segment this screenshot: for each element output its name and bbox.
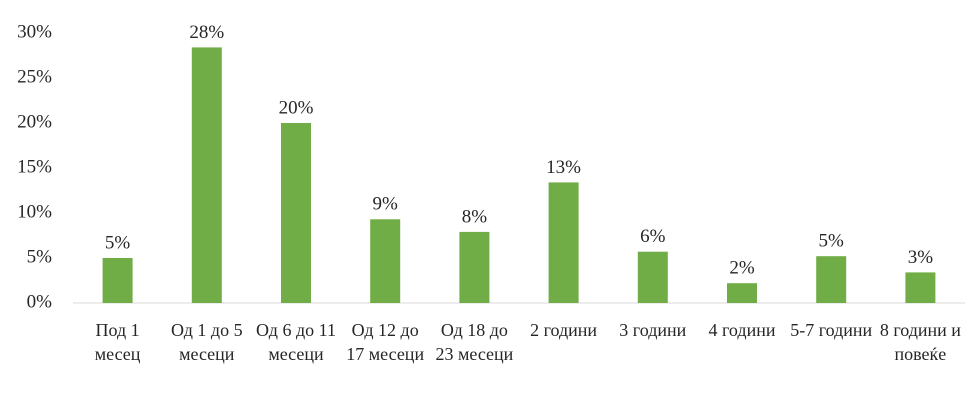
bar [370, 219, 401, 303]
bar [905, 272, 936, 303]
y-tick-label: 5% [27, 246, 53, 267]
data-label: 13% [546, 157, 581, 178]
data-label: 3% [908, 247, 934, 268]
bar [637, 251, 668, 303]
x-tick-label: Од 12 до 17 месеци [346, 320, 425, 364]
data-label: 8% [462, 206, 488, 227]
x-tick-label: Од 18 до 23 месеци [435, 320, 514, 364]
y-tick-label: 20% [17, 111, 52, 132]
bar [459, 231, 490, 303]
x-tick-label: 5-7 години [790, 320, 873, 340]
y-tick-label: 15% [17, 156, 52, 177]
bar [191, 47, 222, 304]
x-tick-label: 2 години [530, 320, 598, 340]
data-label: 5% [819, 231, 845, 252]
bar [816, 256, 847, 303]
bar [548, 182, 579, 303]
data-label: 20% [279, 97, 314, 118]
x-tick-label: Од 1 до 5 месеци [171, 320, 243, 364]
bar [102, 258, 133, 303]
data-label: 2% [729, 258, 755, 279]
bar [281, 123, 311, 303]
x-tick-label: Од 6 до 11 месеци [256, 320, 336, 364]
x-tick-label: Под 1 месец [94, 320, 141, 364]
data-label: 6% [640, 226, 666, 247]
x-tick-label: 4 години [708, 320, 776, 340]
x-tick-label: 3 години [619, 320, 687, 340]
y-tick-label: 30% [17, 21, 52, 42]
data-label: 28% [189, 22, 224, 43]
bar [727, 283, 757, 303]
y-tick-label: 25% [17, 66, 52, 87]
data-label: 5% [105, 232, 131, 253]
y-tick-label: 10% [17, 201, 52, 222]
x-tick-label: 8 години и повеќе [879, 320, 961, 364]
data-label: 9% [373, 194, 399, 215]
y-tick-label: 0% [27, 291, 53, 312]
